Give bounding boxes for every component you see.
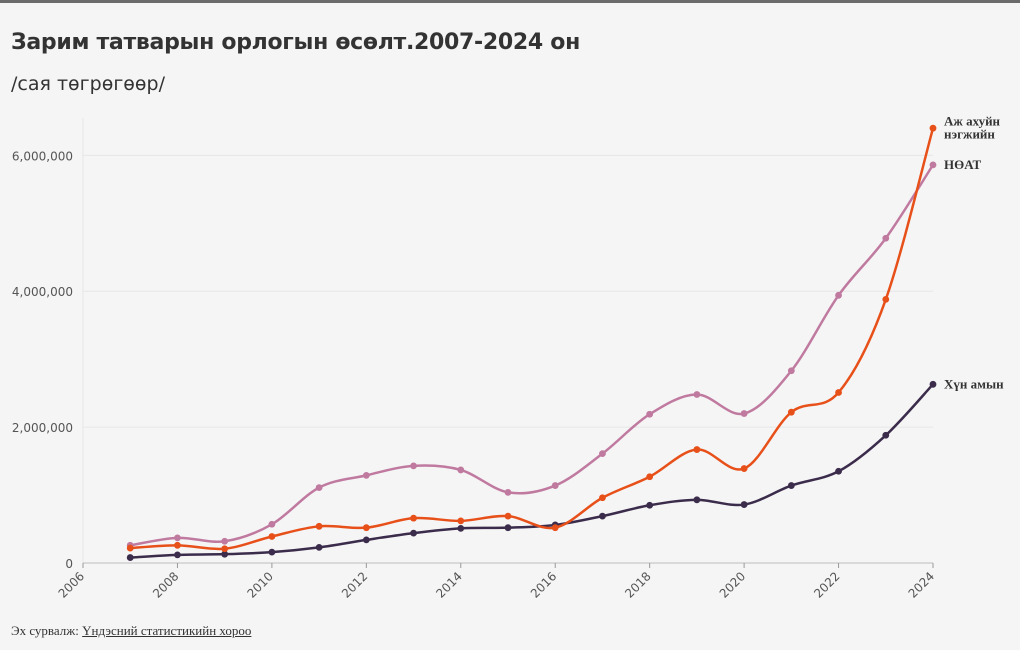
y-tick-label: 0 — [65, 557, 73, 571]
data-point — [882, 295, 890, 303]
series-lines — [126, 124, 937, 561]
data-point — [740, 465, 748, 472]
data-point — [221, 537, 229, 545]
data-point — [315, 522, 323, 530]
series-end-label-line: Хүн амын — [944, 376, 1004, 391]
source-prefix: Эх сурвалж: — [11, 623, 79, 638]
data-point — [457, 466, 465, 474]
x-tick-label: 2016 — [528, 569, 559, 600]
x-tick-label: 2014 — [433, 569, 464, 600]
data-point — [315, 543, 323, 551]
data-point — [551, 524, 559, 532]
series-line — [130, 164, 935, 547]
data-point — [882, 431, 890, 439]
data-point — [929, 124, 937, 132]
data-point — [787, 367, 795, 375]
data-point — [599, 494, 606, 502]
data-point — [221, 545, 229, 553]
series-aj-ahuin — [126, 124, 937, 553]
data-point — [835, 389, 842, 396]
grid-lines — [82, 118, 933, 564]
data-point — [362, 536, 370, 544]
series-end-label-line: нэгжийн — [944, 127, 995, 142]
y-tick-label: 6,000,000 — [12, 149, 73, 163]
data-point — [835, 467, 842, 475]
series-line — [130, 383, 934, 559]
data-point — [457, 517, 465, 525]
x-tick-label: 2020 — [717, 569, 748, 600]
source-note: Эх сурвалж: Үндэсний статистикийн хороо — [11, 623, 251, 639]
x-tick-label: 2018 — [622, 569, 653, 600]
y-tick-label: 2,000,000 — [12, 421, 73, 435]
chart-title: Зарим татварын орлогын өсөлт.2007-2024 о… — [11, 30, 580, 55]
data-point — [221, 550, 229, 558]
x-tick-label: 2024 — [906, 569, 937, 600]
series-noat — [126, 161, 937, 549]
series-end-label: Аж ахуйн нэгжийн — [944, 114, 1001, 142]
data-point — [315, 484, 323, 491]
axes: 0 2,000,000 4,000,000 6,000,000 2006 2008 2010… — [12, 149, 937, 600]
data-point — [504, 524, 512, 532]
data-point — [410, 529, 417, 537]
x-tick-label: 2022 — [811, 569, 842, 600]
x-tick-label: 2006 — [56, 569, 87, 600]
data-point — [126, 544, 134, 552]
series-end-label: Хүн амын — [944, 376, 1004, 391]
series-labels: Аж ахуйн нэгжийн НӨАТ Хүн амын — [944, 114, 1004, 392]
data-point — [835, 291, 842, 299]
data-point — [268, 520, 276, 528]
data-point — [504, 512, 512, 520]
data-point — [599, 450, 606, 458]
x-tick-label: 2012 — [339, 569, 370, 600]
data-point — [646, 473, 654, 481]
data-point — [740, 410, 748, 417]
data-point — [693, 446, 701, 453]
data-point — [410, 462, 417, 470]
series-end-label: НӨАТ — [944, 157, 981, 172]
x-tick-label: 2010 — [245, 569, 276, 600]
data-point — [787, 408, 795, 416]
y-tick-label: 4,000,000 — [12, 285, 73, 299]
data-point — [693, 496, 701, 504]
data-point — [410, 514, 417, 522]
data-point — [174, 541, 181, 549]
data-point — [599, 512, 606, 520]
data-point — [929, 161, 937, 169]
source-link[interactable]: Үндэсний статистикийн хороо — [82, 623, 252, 638]
data-point — [646, 501, 654, 509]
series-end-label-line: НӨАТ — [944, 157, 981, 172]
x-tick-label: 2008 — [150, 569, 181, 600]
data-point — [126, 554, 134, 561]
chart-subtitle: /сая төгрөгөөр/ — [11, 73, 166, 95]
data-point — [740, 501, 748, 508]
data-point — [551, 482, 559, 489]
data-point — [268, 533, 276, 540]
data-point — [504, 488, 512, 496]
series-end-label-line: Аж ахуйн — [944, 114, 1001, 129]
data-point — [787, 482, 795, 489]
top-border — [0, 0, 1020, 3]
data-point — [646, 410, 654, 418]
data-point — [929, 380, 937, 388]
data-point — [362, 524, 370, 532]
data-point — [268, 548, 276, 556]
data-point — [457, 524, 465, 532]
data-point — [882, 234, 890, 242]
data-point — [693, 391, 701, 398]
data-point — [362, 471, 370, 479]
data-point — [174, 551, 181, 559]
data-point — [174, 534, 181, 542]
